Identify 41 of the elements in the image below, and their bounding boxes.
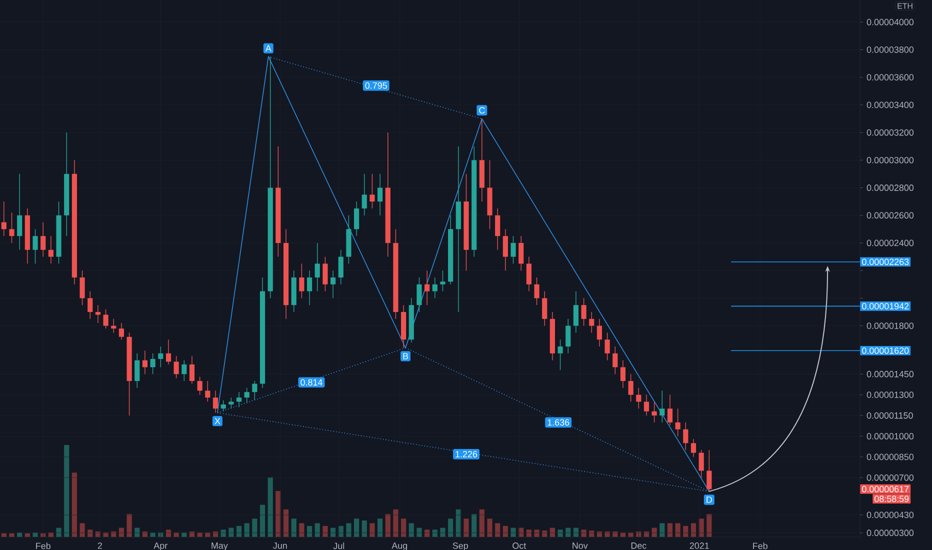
y-tick-label: 0.00000700 [866,474,914,481]
y-tick-label: 0.00003200 [866,129,914,136]
y-tick-label: 0.00003400 [866,102,914,108]
y-tick-label: 0.00004000 [866,18,914,26]
y-tick-label: 0.00000300 [866,530,914,536]
y-tick-label: 0.00000850 [866,454,914,460]
x-tick-label: Oct [512,542,526,549]
x-tick-label: Dec [631,542,646,549]
x-tick-label: Jun [273,542,287,549]
y-tick-label: 0.00002600 [866,212,914,219]
annotation: 0.814 [300,379,322,386]
annotation: 1.226 [456,450,478,458]
annotation: B [403,353,408,360]
annotation: D [706,496,712,503]
text: 08:58:59 [874,496,909,502]
annotation: X [214,418,220,424]
x-tick-label: Feb [753,542,768,550]
y-tick-label: 0.00001300 [866,392,914,398]
y-tick-label: 0.00001000 [866,433,914,440]
y-tick-label: 0.00003800 [866,46,914,53]
y-tick-label: 0.00003600 [866,74,914,80]
x-tick-label: Jul [333,542,344,550]
y-tick-label: 0.00001800 [866,322,914,329]
ref-line-label: 0.00002263 [862,258,909,266]
y-tick-label: 0.00001150 [866,412,913,419]
x-tick-label: 2021 [690,542,709,549]
text: 0.00000617 [862,486,909,492]
x-tick-label: Nov [572,542,588,549]
x-tick-label: 2 [98,542,102,549]
annotation: 0.795 [365,82,387,89]
y-tick-label: 0.00003000 [866,156,914,164]
y-tick-label: 0.00002800 [866,184,914,191]
annotation: 1.636 [548,419,570,426]
ref-line-label: 0.00001942 [862,303,909,310]
annotation: C [479,107,485,114]
y-tick-label: 0.00000430 [866,512,914,518]
y-tick-label: 0.00001450 [866,370,914,378]
annotation: A [265,45,272,52]
x-tick-label: Feb [36,542,50,550]
y-tick-label: 0.00002400 [866,240,914,246]
ref-line-label: 0.00001620 [862,347,909,354]
